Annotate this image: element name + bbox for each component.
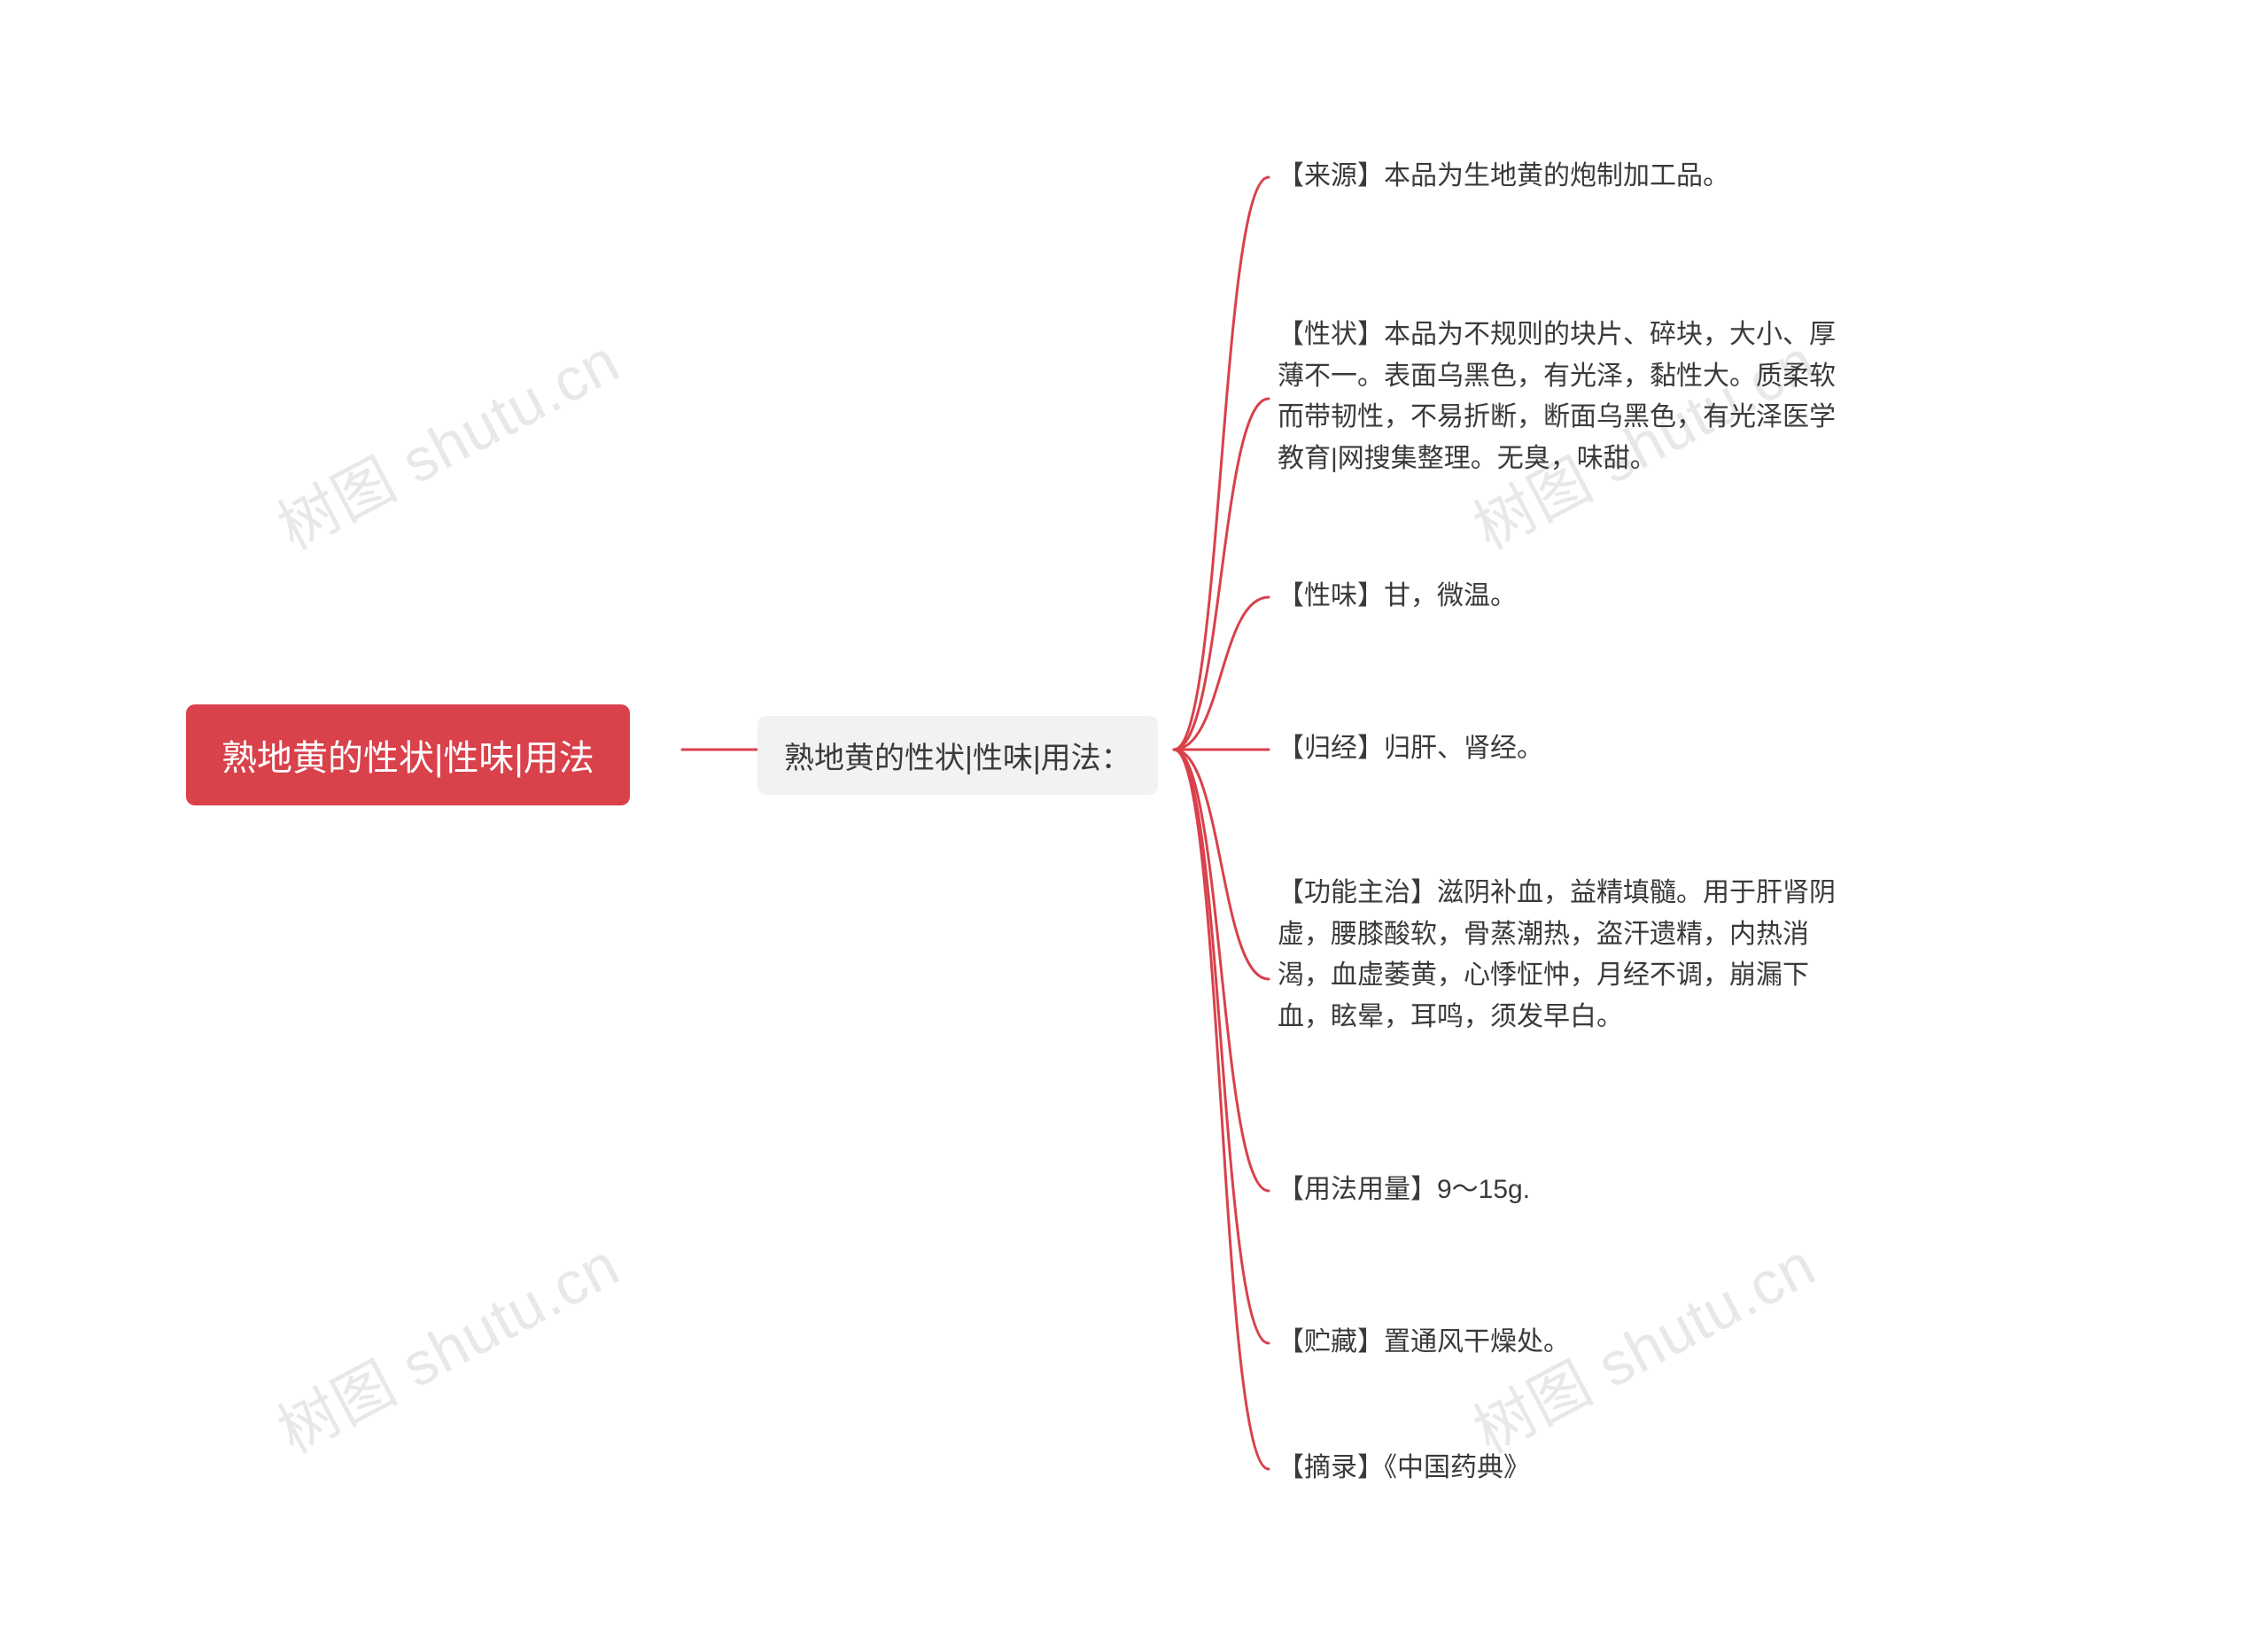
leaf-node: 【来源】本品为生地黄的炮制加工品。 bbox=[1278, 156, 1729, 198]
sub-node: 熟地黄的性状|性味|用法： bbox=[757, 716, 1158, 795]
leaf-node: 【性状】本品为不规则的块片、碎块，大小、厚薄不一。表面乌黑色，有光泽，黏性大。质… bbox=[1278, 315, 1845, 479]
mindmap-canvas: 树图 shutu.cn树图 shutu.cn树图 shutu.cn树图 shut… bbox=[0, 0, 2268, 1625]
leaf-node: 【摘录】《中国药典》 bbox=[1278, 1448, 1530, 1489]
root-node: 熟地黄的性状|性味|用法 bbox=[186, 704, 630, 805]
leaf-node: 【性味】甘，微温。 bbox=[1278, 576, 1517, 618]
leaf-node: 【功能主治】滋阴补血，益精填髓。用于肝肾阴虚，腰膝酸软，骨蒸潮热，盗汗遗精，内热… bbox=[1278, 873, 1845, 1038]
leaf-node: 【贮藏】置通风干燥处。 bbox=[1278, 1322, 1570, 1364]
leaf-node: 【用法用量】9～15g. bbox=[1278, 1170, 1530, 1211]
leaf-node: 【归经】归肝、肾经。 bbox=[1278, 728, 1543, 770]
watermark: 树图 shutu.cn bbox=[260, 313, 633, 566]
watermark: 树图 shutu.cn bbox=[260, 1217, 633, 1470]
connector-layer bbox=[0, 0, 2268, 1625]
